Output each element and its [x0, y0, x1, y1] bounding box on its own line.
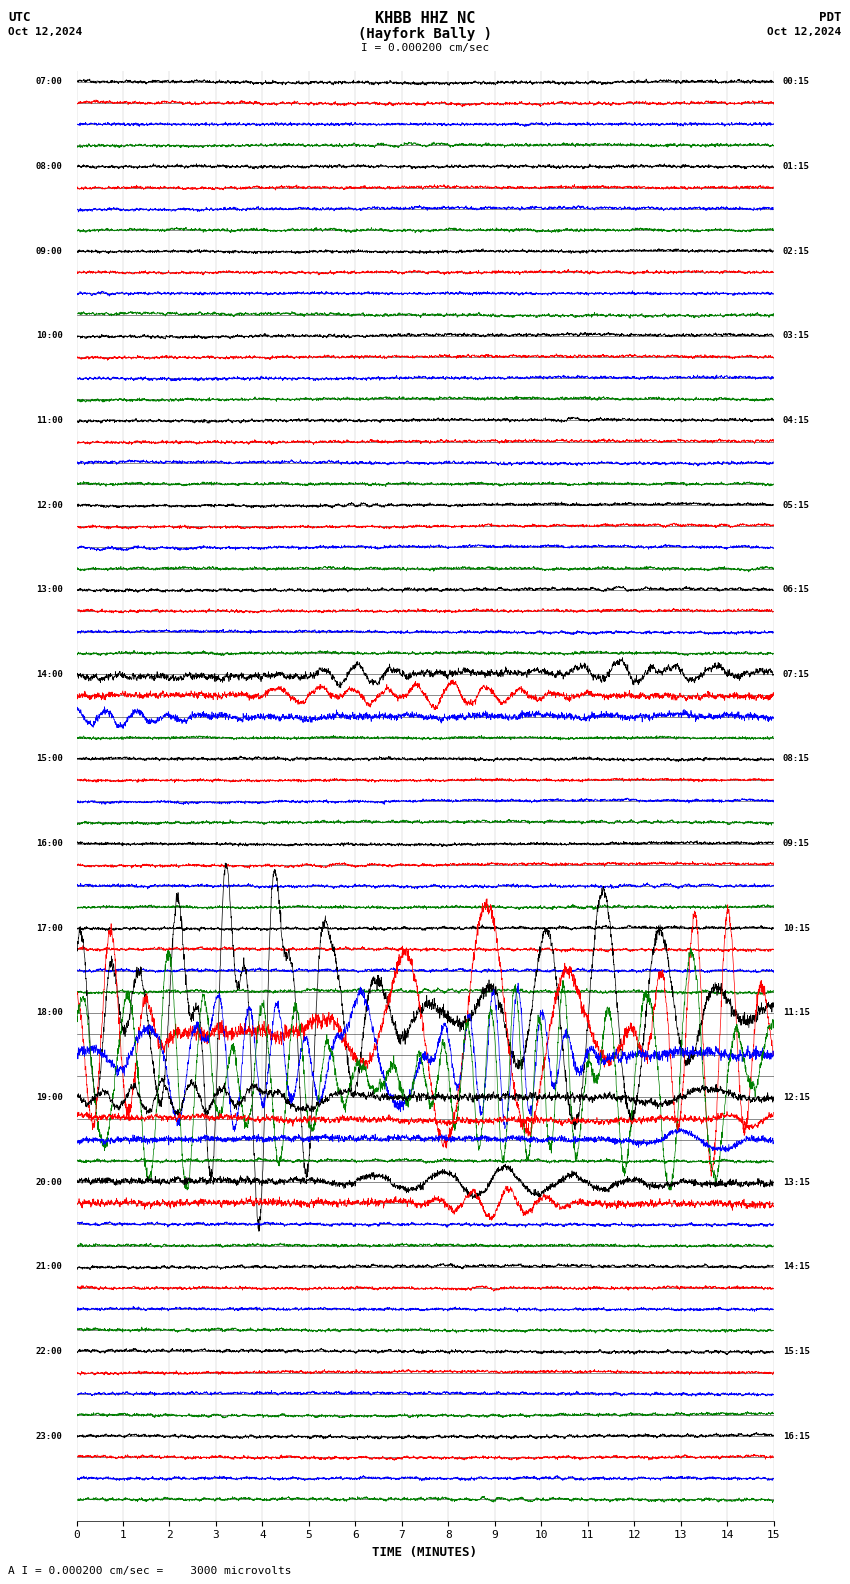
Text: 21:00: 21:00	[36, 1262, 63, 1272]
Text: 11:00: 11:00	[36, 417, 63, 425]
Text: 16:00: 16:00	[36, 840, 63, 847]
Text: 14:15: 14:15	[783, 1262, 810, 1272]
Text: (Hayfork Bally ): (Hayfork Bally )	[358, 27, 492, 41]
Text: 13:15: 13:15	[783, 1177, 810, 1186]
Text: 14:00: 14:00	[36, 670, 63, 680]
Text: 07:00: 07:00	[36, 78, 63, 87]
Text: 18:00: 18:00	[36, 1009, 63, 1017]
Text: 01:15: 01:15	[783, 162, 810, 171]
Text: 08:15: 08:15	[783, 754, 810, 763]
Text: 05:15: 05:15	[783, 501, 810, 510]
Text: UTC: UTC	[8, 11, 31, 24]
Text: Oct 12,2024: Oct 12,2024	[768, 27, 842, 36]
Text: A I = 0.000200 cm/sec =    3000 microvolts: A I = 0.000200 cm/sec = 3000 microvolts	[8, 1567, 292, 1576]
Text: 19:00: 19:00	[36, 1093, 63, 1102]
Text: KHBB HHZ NC: KHBB HHZ NC	[375, 11, 475, 25]
Text: 00:15: 00:15	[783, 78, 810, 87]
Text: 04:15: 04:15	[783, 417, 810, 425]
Text: 15:15: 15:15	[783, 1346, 810, 1356]
Text: 20:00: 20:00	[36, 1177, 63, 1186]
Text: 11:15: 11:15	[783, 1009, 810, 1017]
Text: I = 0.000200 cm/sec: I = 0.000200 cm/sec	[361, 43, 489, 52]
Text: 22:00: 22:00	[36, 1346, 63, 1356]
X-axis label: TIME (MINUTES): TIME (MINUTES)	[372, 1546, 478, 1559]
Text: 02:15: 02:15	[783, 247, 810, 255]
Text: 12:15: 12:15	[783, 1093, 810, 1102]
Text: 16:15: 16:15	[783, 1432, 810, 1440]
Text: 15:00: 15:00	[36, 754, 63, 763]
Text: 07:15: 07:15	[783, 670, 810, 680]
Text: 13:00: 13:00	[36, 584, 63, 594]
Text: 10:15: 10:15	[783, 923, 810, 933]
Text: Oct 12,2024: Oct 12,2024	[8, 27, 82, 36]
Text: 03:15: 03:15	[783, 331, 810, 341]
Text: 09:00: 09:00	[36, 247, 63, 255]
Text: 09:15: 09:15	[783, 840, 810, 847]
Text: PDT: PDT	[819, 11, 842, 24]
Text: 10:00: 10:00	[36, 331, 63, 341]
Text: 17:00: 17:00	[36, 923, 63, 933]
Text: 12:00: 12:00	[36, 501, 63, 510]
Text: 08:00: 08:00	[36, 162, 63, 171]
Text: 23:00: 23:00	[36, 1432, 63, 1440]
Text: 06:15: 06:15	[783, 584, 810, 594]
